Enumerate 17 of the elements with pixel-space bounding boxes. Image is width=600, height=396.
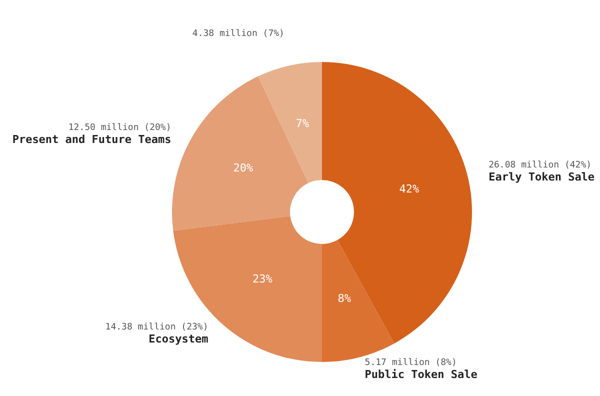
slice-label: Public Token Sale bbox=[364, 368, 478, 381]
data-label: 7% bbox=[296, 117, 310, 130]
data-label: 23% bbox=[252, 272, 273, 286]
text: 4.38 million (7%) bbox=[192, 28, 284, 39]
text: 12.50 million (20%) bbox=[68, 122, 172, 133]
donut-slice bbox=[258, 62, 322, 184]
slice-label: Ecosystem bbox=[148, 332, 209, 346]
slice-label: Present and Future Teams bbox=[12, 132, 172, 146]
text: 14.38 million (23%) bbox=[105, 322, 208, 333]
donut-slice bbox=[322, 62, 472, 344]
text: 26.08 million (42%) bbox=[488, 160, 592, 171]
text: 5.17 million (8%) bbox=[364, 358, 457, 368]
donut-slice bbox=[172, 76, 308, 231]
data-label: 42% bbox=[399, 182, 420, 196]
data-label: 20% bbox=[233, 162, 254, 175]
data-label: 8% bbox=[338, 292, 352, 306]
slice-label: Early Token Sale bbox=[488, 170, 595, 184]
